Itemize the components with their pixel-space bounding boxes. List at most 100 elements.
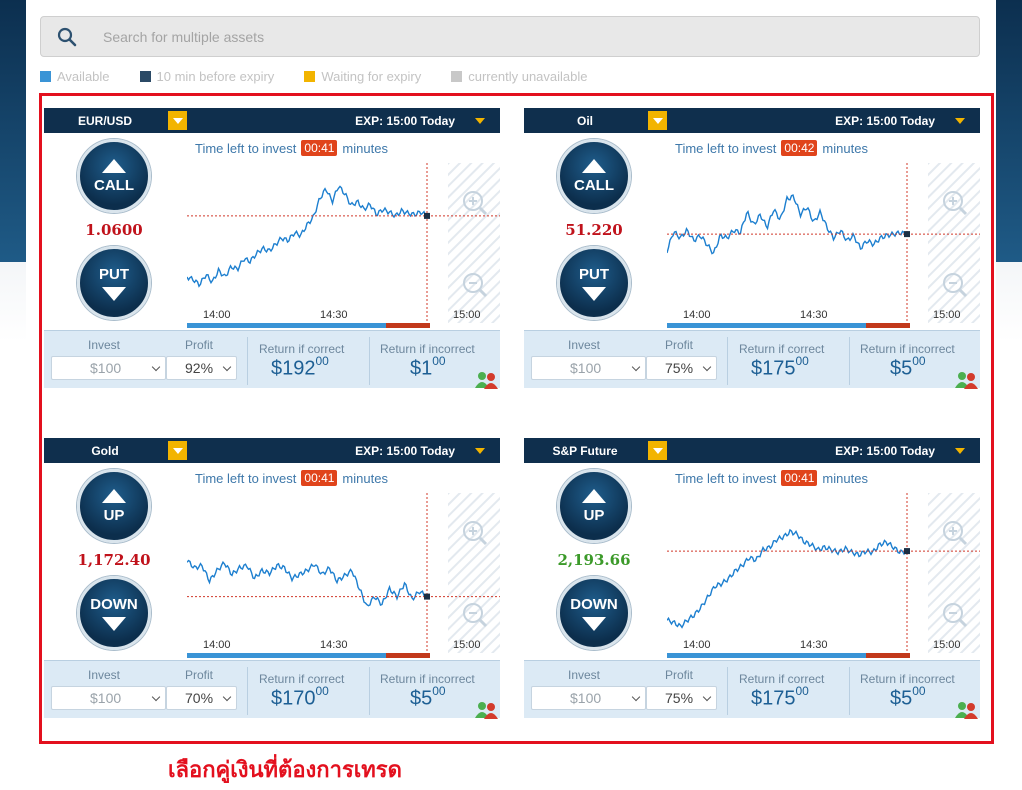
arrow-down-icon bbox=[582, 286, 606, 301]
zoom-in-icon[interactable] bbox=[463, 191, 488, 216]
search-bar[interactable] bbox=[40, 16, 980, 57]
down-button[interactable]: PUT bbox=[77, 246, 151, 320]
return-incorrect-cents: 00 bbox=[432, 684, 446, 698]
zoom-in-icon[interactable] bbox=[463, 521, 488, 546]
trade-buttons: CALL 1.0600 PUT bbox=[44, 133, 187, 330]
profit-select[interactable]: 70% bbox=[166, 686, 237, 710]
down-button[interactable]: DOWN bbox=[557, 576, 631, 650]
invest-select[interactable]: $100 bbox=[531, 686, 646, 710]
footer-divider bbox=[369, 337, 370, 385]
social-traders-icon[interactable] bbox=[954, 701, 980, 724]
arrow-up-icon bbox=[582, 158, 606, 173]
expiry-dropdown-icon[interactable] bbox=[955, 448, 965, 454]
zoom-out-icon[interactable] bbox=[943, 273, 968, 298]
return-incorrect-value: $500 bbox=[890, 354, 926, 381]
current-price-marker bbox=[424, 593, 430, 600]
return-correct-label: Return if correct bbox=[739, 672, 825, 686]
down-button[interactable]: DOWN bbox=[77, 576, 151, 650]
expiry-label[interactable]: EXP: 15:00 Today bbox=[355, 443, 455, 458]
asset-name: EUR/USD bbox=[77, 113, 132, 128]
available-bar bbox=[667, 323, 866, 328]
return-correct-cents: 00 bbox=[315, 684, 329, 698]
footer-divider bbox=[727, 667, 728, 715]
chart-canvas: 14:00 14:30 15:00 bbox=[667, 493, 980, 660]
asset-card-3: Gold EXP: 15:00 Today UP 1,172.40 DOWN T… bbox=[44, 438, 500, 756]
expiry-zone bbox=[448, 163, 500, 323]
search-input[interactable] bbox=[103, 28, 923, 45]
trade-buttons: UP 2,193.66 DOWN bbox=[524, 463, 667, 660]
asset-dropdown-button[interactable] bbox=[648, 111, 667, 130]
profit-select[interactable]: 92% bbox=[166, 356, 237, 380]
chevron-down-icon bbox=[702, 692, 712, 702]
expiry-label[interactable]: EXP: 15:00 Today bbox=[355, 113, 455, 128]
time-tick: 14:30 bbox=[800, 639, 828, 651]
expiry-dropdown-icon[interactable] bbox=[955, 118, 965, 124]
return-correct-amount: $170 bbox=[271, 687, 316, 710]
expiry-label[interactable]: EXP: 15:00 Today bbox=[835, 113, 935, 128]
expiry-zone bbox=[448, 493, 500, 653]
asset-name: Gold bbox=[91, 443, 119, 458]
trading-page: Available 10 min before expiry Waiting f… bbox=[26, 0, 996, 790]
time-left-suffix: minutes bbox=[342, 470, 388, 486]
expiry-dropdown-icon[interactable] bbox=[475, 118, 485, 124]
up-button[interactable]: CALL bbox=[557, 139, 631, 213]
profit-select[interactable]: 75% bbox=[646, 686, 717, 710]
arrow-up-icon bbox=[102, 488, 126, 503]
up-button[interactable]: UP bbox=[77, 469, 151, 543]
invest-select[interactable]: $100 bbox=[51, 686, 166, 710]
profit-label: Profit bbox=[185, 338, 214, 352]
legend-swatch-available bbox=[40, 71, 51, 82]
asset-dropdown-button[interactable] bbox=[648, 441, 667, 460]
chevron-down-icon bbox=[631, 362, 641, 372]
asset-dropdown-button[interactable] bbox=[168, 111, 187, 130]
chevron-down-icon bbox=[652, 117, 663, 124]
time-tick: 15:00 bbox=[453, 639, 481, 651]
expiry-label[interactable]: EXP: 15:00 Today bbox=[835, 443, 935, 458]
price-line bbox=[187, 559, 428, 607]
background-left bbox=[0, 0, 30, 265]
zoom-out-icon[interactable] bbox=[943, 603, 968, 628]
card-footer: Invest Profit $100 92% Return if correct… bbox=[44, 330, 500, 388]
current-price-marker bbox=[424, 212, 430, 219]
chevron-down-icon bbox=[172, 117, 183, 124]
up-button[interactable]: UP bbox=[557, 469, 631, 543]
chevron-down-icon bbox=[172, 447, 183, 454]
return-incorrect-cents: 00 bbox=[432, 354, 446, 368]
card-body: UP 1,172.40 DOWN Time left to invest 00:… bbox=[44, 463, 500, 660]
return-correct-label: Return if correct bbox=[739, 342, 825, 356]
return-incorrect-value: $500 bbox=[890, 684, 926, 711]
social-traders-icon[interactable] bbox=[954, 371, 980, 394]
profit-value: 92% bbox=[185, 360, 214, 376]
profit-label: Profit bbox=[665, 338, 694, 352]
available-bar bbox=[187, 653, 386, 658]
profit-select[interactable]: 75% bbox=[646, 356, 717, 380]
trade-buttons: UP 1,172.40 DOWN bbox=[44, 463, 187, 660]
social-traders-icon[interactable] bbox=[474, 701, 500, 724]
footer-divider bbox=[369, 667, 370, 715]
social-traders-icon[interactable] bbox=[474, 371, 500, 394]
legend-swatch-unavailable bbox=[451, 71, 463, 82]
expiry-bar bbox=[866, 653, 910, 658]
zoom-in-icon[interactable] bbox=[943, 191, 968, 216]
chart-canvas: 14:00 14:30 15:00 bbox=[187, 493, 500, 660]
asset-dropdown-button[interactable] bbox=[168, 441, 187, 460]
return-correct-cents: 00 bbox=[315, 354, 329, 368]
zoom-out-icon[interactable] bbox=[463, 603, 488, 628]
down-button[interactable]: PUT bbox=[557, 246, 631, 320]
invest-select[interactable]: $100 bbox=[531, 356, 646, 380]
return-incorrect-amount: $5 bbox=[890, 357, 913, 380]
search-icon bbox=[41, 27, 93, 47]
profit-value: 70% bbox=[185, 690, 214, 706]
up-button[interactable]: CALL bbox=[77, 139, 151, 213]
footer-divider bbox=[247, 337, 248, 385]
legend-label: 10 min before expiry bbox=[156, 69, 275, 84]
time-left: Time left to invest 00:41 minutes bbox=[675, 470, 868, 486]
invest-select[interactable]: $100 bbox=[51, 356, 166, 380]
zoom-in-icon[interactable] bbox=[943, 521, 968, 546]
invest-value: $100 bbox=[90, 360, 122, 376]
expiry-dropdown-icon[interactable] bbox=[475, 448, 485, 454]
return-correct-cents: 00 bbox=[795, 684, 809, 698]
asset-card-2: Oil EXP: 15:00 Today CALL 51.220 PUT Tim… bbox=[524, 108, 980, 426]
price-chart: Time left to invest 00:41 minutes bbox=[187, 133, 500, 330]
zoom-out-icon[interactable] bbox=[463, 273, 488, 298]
